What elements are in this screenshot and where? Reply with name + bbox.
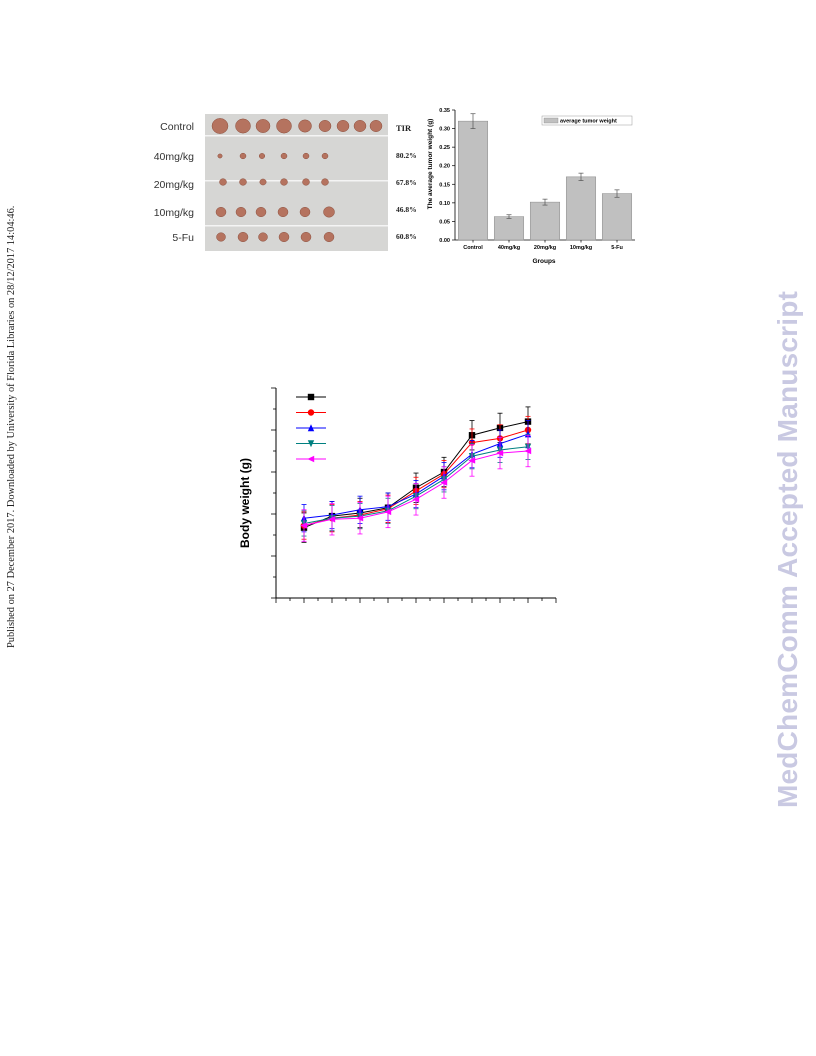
bar-legend-box — [541, 115, 633, 126]
bar-x-tick-label: Control — [463, 245, 483, 251]
bar-chart-y-axis-label: The average tumor weight (g) — [427, 119, 434, 210]
bar-y-tick-label: 0.20 — [439, 164, 450, 170]
tumor-sample — [369, 120, 383, 132]
bar-x-tick-label: 5-Fu — [611, 245, 623, 251]
line-chart-y-axis-label: Body weight (g) — [238, 458, 252, 548]
line-legend-marker — [307, 393, 315, 401]
line-point — [300, 522, 308, 529]
group-label-control: Control — [160, 121, 194, 133]
line-point — [412, 496, 420, 503]
bar-y-tick-label: 0.30 — [439, 127, 450, 133]
tumor-sample — [300, 232, 312, 242]
tray-divider — [205, 225, 388, 227]
tumor-sample — [255, 119, 271, 133]
accepted-manuscript-watermark: MedChemComm Accepted Manuscript — [772, 290, 803, 808]
tumor-sample — [235, 118, 251, 134]
line-point — [496, 449, 504, 457]
tumor-sample — [235, 207, 247, 217]
bar-legend-label: average tumor weight — [560, 119, 617, 125]
bar-5fu — [601, 193, 633, 241]
line-legend-marker — [307, 455, 315, 463]
bar-y-tick-label: 0.05 — [439, 219, 450, 225]
bar-x-tick-label: 10mg/kg — [570, 245, 592, 251]
group-label-20mg: 20mg/kg — [153, 179, 194, 191]
publication-note: Published on 27 December 2017. Downloade… — [6, 205, 17, 648]
bar-legend-swatch — [543, 117, 559, 124]
bar-10mgkg — [565, 176, 597, 241]
tumor-sample — [323, 232, 335, 242]
line-point — [524, 447, 532, 455]
tir-value-40mg: 80.2% — [396, 151, 417, 160]
tumor-sample — [239, 178, 247, 186]
tumor-sample — [321, 178, 329, 186]
tumor-sample — [237, 232, 249, 242]
tumor-weight-bar-chart: The average tumor weight (g) Groups 0.00… — [427, 108, 635, 265]
tray-divider — [205, 180, 388, 182]
tumor-sample — [258, 232, 268, 242]
group-label-5fu: 5-Fu — [172, 232, 194, 244]
tumor-photograph — [205, 114, 388, 251]
tumor-sample — [219, 178, 227, 186]
bar-x-tick-label: 20mg/kg — [534, 245, 556, 251]
tir-value-10mg: 46.8% — [396, 205, 417, 214]
bar-40mgkg — [493, 216, 525, 241]
group-label-40mg: 40mg/kg — [153, 151, 194, 163]
bar-y-tick-label: 0.35 — [439, 108, 450, 114]
tumor-sample — [217, 153, 223, 159]
tir-value-5fu: 60.8% — [396, 232, 417, 241]
tumor-sample — [299, 207, 311, 217]
tumor-sample — [336, 120, 350, 132]
tumor-sample — [259, 178, 267, 186]
tray-divider — [205, 135, 388, 137]
tumor-sample — [276, 118, 292, 134]
bar-control — [457, 120, 489, 241]
body-weight-line-chart: Body weight (g) — [238, 387, 557, 603]
bar-y-tick-label: 0.00 — [439, 238, 450, 244]
tumor-sample — [239, 152, 247, 160]
tumor-sample — [323, 206, 335, 218]
tumor-sample — [280, 178, 288, 186]
tumor-sample — [318, 120, 332, 132]
tumor-photo-drawing — [205, 118, 388, 242]
tumor-sample — [258, 153, 266, 159]
group-label-10mg: 10mg/kg — [153, 207, 194, 219]
tumor-sample — [321, 152, 329, 160]
tumor-sample — [277, 207, 289, 217]
bar-20mgkg — [529, 201, 561, 241]
line-point — [356, 515, 364, 522]
tumor-sample — [302, 152, 310, 160]
tumor-sample — [215, 207, 227, 217]
bar-y-tick-label: 0.10 — [439, 201, 450, 207]
line-legend-marker — [307, 440, 315, 448]
bar-y-tick-label: 0.15 — [439, 182, 450, 188]
line-point — [440, 479, 448, 486]
tumor-sample — [211, 118, 229, 134]
tumor-sample — [255, 207, 267, 217]
tumor-sample — [280, 152, 288, 160]
line-point — [468, 457, 476, 464]
line-point — [328, 516, 336, 523]
bar-y-tick-label: 0.25 — [439, 145, 450, 151]
tumor-sample — [216, 232, 226, 242]
line-legend-marker — [307, 409, 315, 416]
line-point — [384, 508, 392, 516]
line-legend-marker — [307, 424, 315, 432]
tumor-sample — [353, 120, 367, 132]
bar-x-tick-label: 40mg/kg — [498, 245, 520, 251]
bar-chart-x-axis-label: Groups — [532, 258, 555, 265]
tumor-sample — [298, 119, 312, 133]
tumor-sample — [278, 232, 290, 242]
tir-value-20mg: 67.8% — [396, 178, 417, 187]
tir-header: TIR — [396, 123, 412, 133]
tumor-sample — [302, 178, 310, 186]
